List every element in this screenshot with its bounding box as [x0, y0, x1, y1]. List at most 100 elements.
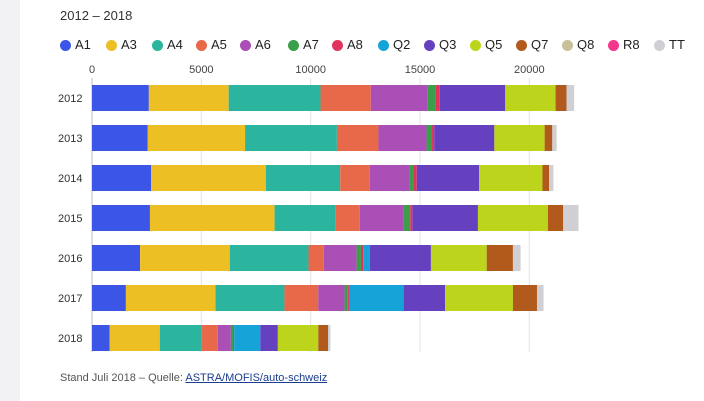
bar-segment-a4-2016 [229, 245, 309, 271]
bar-segment-q7-2018 [318, 325, 329, 351]
bar-segment-q3-2013 [434, 125, 495, 151]
bar-segment-q3-2014 [416, 165, 480, 191]
bar-segment-a7-2017 [344, 285, 348, 311]
legend-label: A4 [167, 37, 183, 52]
bar-segment-a6-2014 [369, 165, 410, 191]
bar-segment-a4-2018 [159, 325, 202, 351]
legend-swatch [60, 40, 71, 51]
bar-segment-a3-2016 [140, 245, 230, 271]
legend-swatch [152, 40, 163, 51]
bar-segment-tt-2013 [552, 125, 557, 151]
bar-segment-q3-2016 [369, 245, 431, 271]
legend-label: Q5 [485, 37, 503, 52]
bar-segment-q7-2017 [512, 285, 537, 311]
source-link[interactable]: ASTRA/MOFIS/auto-schweiz [185, 372, 328, 384]
legend-label: A7 [303, 37, 319, 52]
bar-segment-a3-2017 [125, 285, 216, 311]
legend-swatch [608, 40, 619, 51]
bar-segment-q2-2016 [363, 245, 370, 271]
bar-segment-a6-2018 [217, 325, 231, 351]
y-tick-label: 2016 [58, 253, 82, 265]
bar-segment-a6-2016 [323, 245, 357, 271]
bar-segment-a3-2013 [147, 125, 246, 151]
bar-segment-q5-2012 [505, 85, 556, 111]
bar-segment-a8-2017 [347, 285, 349, 311]
legend-swatch [196, 40, 207, 51]
bar-segment-a4-2012 [228, 85, 321, 111]
bar-segment-a3-2014 [151, 165, 266, 191]
bar-segment-a5-2016 [308, 245, 324, 271]
bar-segment-q2-2017 [348, 285, 404, 311]
bar-segment-tt-2018 [328, 325, 331, 351]
bar-segment-a6-2015 [359, 205, 404, 231]
bar-segment-a4-2015 [274, 205, 336, 231]
bar-segment-q3-2018 [260, 325, 278, 351]
bar-segment-a7-2012 [427, 85, 436, 111]
chart-subtitle: 2012 – 2018 [60, 8, 133, 23]
bar-segment-a1-2017 [92, 285, 126, 311]
bar-segment-a1-2018 [92, 325, 110, 351]
bar-segment-a8-2013 [432, 125, 435, 151]
bar-segment-a5-2015 [335, 205, 360, 231]
x-tick-label: 5000 [189, 64, 213, 76]
source-prefix: Stand Juli 2018 – Quelle: [60, 372, 186, 384]
bar-segment-a1-2012 [92, 85, 149, 111]
legend-label: A6 [255, 37, 271, 52]
bar-segment-q7-2016 [486, 245, 513, 271]
x-tick-label: 10000 [295, 64, 326, 76]
x-tick-label: 0 [89, 64, 95, 76]
chart-card: 2012 – 2018 A1 A3 A4 A5 A6 A7 A8 Q2 Q3 Q5 Q7 Q8 R8 TT… [20, 0, 704, 401]
legend-swatch [470, 40, 481, 51]
y-tick-label: 2013 [58, 133, 82, 145]
bar-segment-a3-2018 [109, 325, 160, 351]
legend-swatch [378, 40, 389, 51]
bar-segment-a8-2016 [360, 245, 364, 271]
bar-segment-a1-2014 [92, 165, 152, 191]
legend-label: A3 [121, 37, 137, 52]
bar-segment-a4-2013 [245, 125, 337, 151]
bar-segment-a6-2013 [378, 125, 427, 151]
bar-segment-a5-2012 [320, 85, 371, 111]
legend-label: A8 [347, 37, 363, 52]
bar-segment-q7-2014 [542, 165, 550, 191]
bar-segment-q5-2013 [494, 125, 545, 151]
bar-segment-tt-2015 [563, 205, 579, 231]
bar-segment-a3-2015 [149, 205, 275, 231]
bar-segment-a4-2017 [215, 285, 285, 311]
y-tick-label: 2014 [58, 173, 82, 185]
legend-label: Q8 [577, 37, 595, 52]
legend-label: A1 [75, 37, 91, 52]
bar-segment-q5-2014 [479, 165, 543, 191]
bar-segment-a7-2014 [409, 165, 414, 191]
bar-segment-a7-2016 [356, 245, 361, 271]
bar-segment-tt-2016 [512, 245, 521, 271]
legend-swatch [332, 40, 343, 51]
bar-segment-a6-2012 [370, 85, 428, 111]
bar-segment-a1-2016 [92, 245, 141, 271]
bar-segment-a4-2014 [265, 165, 341, 191]
legend-label: Q2 [393, 37, 411, 52]
bar-segment-a1-2015 [92, 205, 150, 231]
bar-segment-q3-2015 [412, 205, 478, 231]
bar-segment-tt-2014 [549, 165, 554, 191]
legend-label: Q7 [531, 37, 549, 52]
bar-segment-a1-2013 [92, 125, 148, 151]
y-tick-label: 2018 [58, 333, 82, 345]
bar-segment-a8-2014 [413, 165, 417, 191]
y-tick-label: 2012 [58, 93, 82, 105]
bar-segment-tt-2017 [536, 285, 544, 311]
bar-segment-a7-2013 [426, 125, 433, 151]
bar-segment-q7-2013 [544, 125, 553, 151]
legend-label: Q3 [439, 37, 457, 52]
bar-segment-q3-2017 [403, 285, 446, 311]
bar-segment-a7-2015 [403, 205, 411, 231]
y-tick-label: 2017 [58, 293, 82, 305]
legend-label: A5 [211, 37, 227, 52]
bar-segment-a5-2013 [336, 125, 379, 151]
legend-swatch [424, 40, 435, 51]
bar-segment-a3-2012 [148, 85, 229, 111]
legend-swatch [288, 40, 299, 51]
y-tick-label: 2015 [58, 213, 82, 225]
bar-segment-a8-2015 [410, 205, 413, 231]
bar-segment-a5-2018 [201, 325, 218, 351]
